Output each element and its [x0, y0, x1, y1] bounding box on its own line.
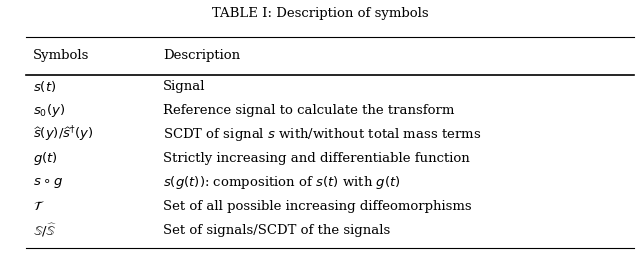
Text: $\mathcal{T}$: $\mathcal{T}$ — [33, 200, 45, 213]
Text: Signal: Signal — [163, 80, 205, 93]
Text: $\widehat{s}(y)/\widehat{s}^{\dagger}(y)$: $\widehat{s}(y)/\widehat{s}^{\dagger}(y)… — [33, 125, 94, 144]
Text: $s_0(y)$: $s_0(y)$ — [33, 102, 65, 119]
Text: $s \circ g$: $s \circ g$ — [33, 175, 63, 190]
Text: Description: Description — [163, 49, 240, 62]
Text: Reference signal to calculate the transform: Reference signal to calculate the transf… — [163, 104, 454, 117]
Text: Set of all possible increasing diffeomorphisms: Set of all possible increasing diffeomor… — [163, 200, 472, 213]
Text: Strictly increasing and differentiable function: Strictly increasing and differentiable f… — [163, 152, 470, 165]
Text: Set of signals/SCDT of the signals: Set of signals/SCDT of the signals — [163, 224, 390, 237]
Text: Symbols: Symbols — [33, 49, 90, 62]
Text: SCDT of signal $s$ with/without total mass terms: SCDT of signal $s$ with/without total ma… — [163, 126, 481, 143]
Text: $s(g(t))$: composition of $s(t)$ with $g(t)$: $s(g(t))$: composition of $s(t)$ with $g… — [163, 174, 401, 191]
Text: $s(t)$: $s(t)$ — [33, 79, 56, 94]
Text: $\mathbb{S}/\widehat{\mathbb{S}}$: $\mathbb{S}/\widehat{\mathbb{S}}$ — [33, 222, 57, 239]
Text: TABLE I: Description of symbols: TABLE I: Description of symbols — [212, 7, 428, 20]
Text: $g(t)$: $g(t)$ — [33, 150, 58, 167]
